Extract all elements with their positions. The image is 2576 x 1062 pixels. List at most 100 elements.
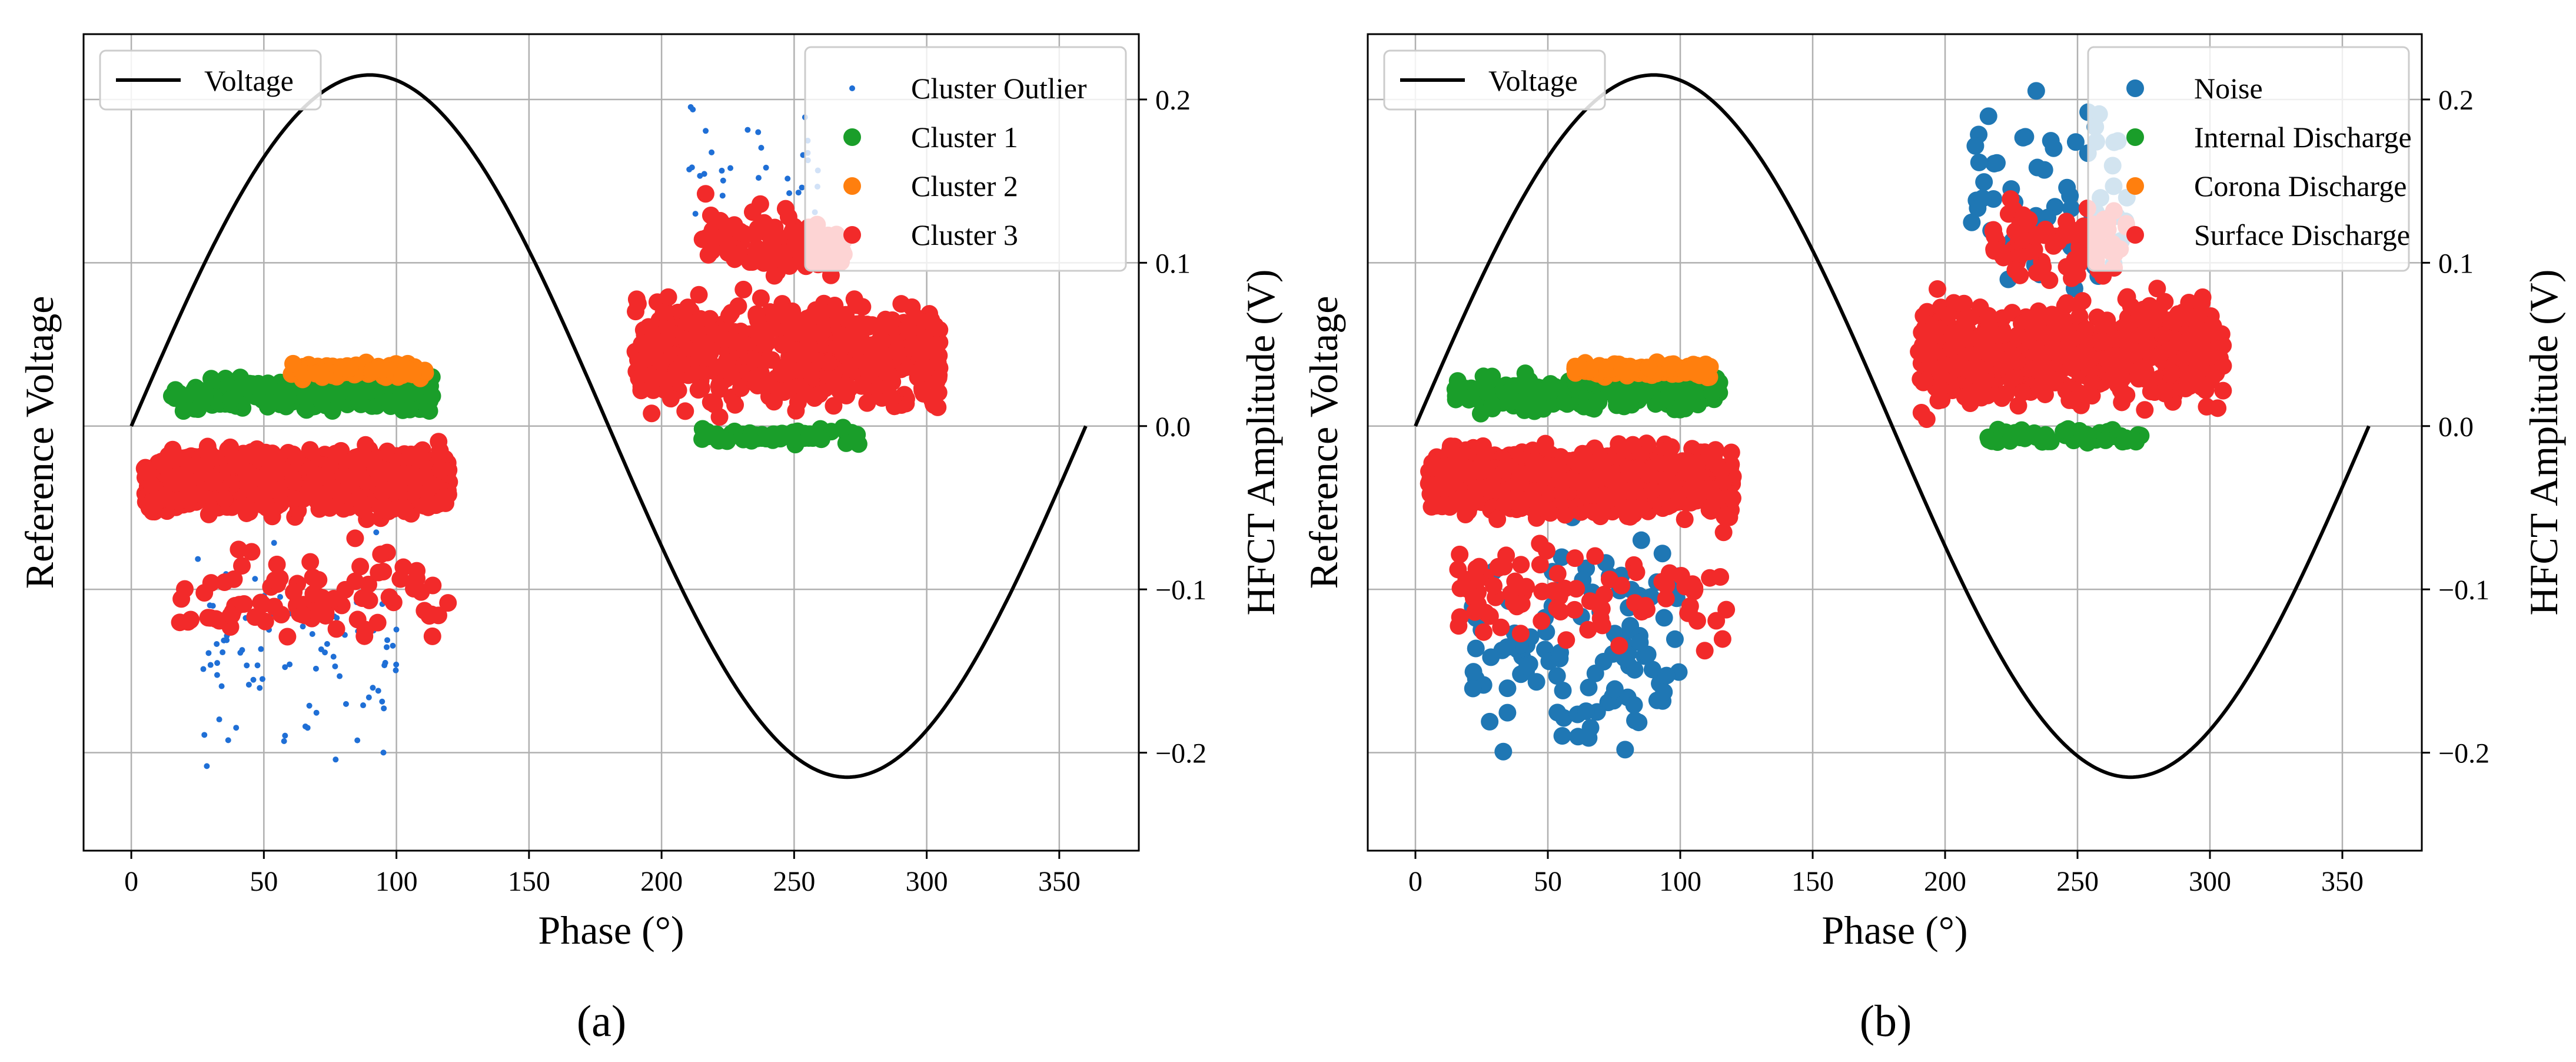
legend-marker-noise — [2126, 79, 2144, 97]
data-point — [418, 495, 437, 513]
data-point — [691, 310, 709, 328]
data-point — [2025, 241, 2043, 259]
data-point — [1626, 711, 1644, 729]
data-point — [1600, 570, 1618, 589]
data-point — [769, 227, 787, 245]
data-point — [1517, 491, 1535, 509]
data-point — [1970, 153, 1988, 171]
data-point — [266, 571, 284, 589]
data-point — [2193, 378, 2211, 396]
data-point — [1921, 356, 1939, 374]
data-point — [703, 128, 709, 134]
data-point — [786, 190, 793, 197]
legend-label-voltage: Voltage — [1488, 64, 1578, 97]
data-point — [755, 129, 762, 135]
data-point — [1624, 436, 1642, 454]
data-point — [729, 297, 747, 316]
data-point — [783, 302, 802, 320]
data-point — [310, 570, 328, 589]
x-tick-label: 350 — [2321, 866, 2364, 897]
data-point — [1610, 435, 1628, 453]
data-point — [205, 650, 212, 656]
data-point — [1511, 625, 1530, 643]
data-point — [752, 289, 770, 307]
data-point — [324, 640, 330, 647]
data-point — [304, 725, 311, 731]
data-point — [2036, 385, 2054, 403]
data-point — [242, 543, 261, 561]
data-point — [1912, 404, 1930, 422]
data-point — [799, 321, 817, 339]
data-point — [403, 449, 421, 467]
legend-box — [99, 49, 322, 111]
data-point — [330, 653, 337, 660]
data-point — [928, 336, 946, 354]
data-point — [1632, 531, 1650, 549]
data-point — [785, 175, 791, 182]
data-point — [1697, 355, 1715, 373]
data-point — [690, 107, 696, 113]
data-point — [351, 557, 370, 576]
data-point — [353, 589, 371, 608]
data-point — [836, 376, 855, 394]
data-point — [1942, 340, 1960, 358]
data-point — [1591, 598, 1609, 616]
data-point — [191, 485, 210, 503]
data-point — [2153, 326, 2172, 344]
data-point — [325, 589, 343, 608]
data-point — [323, 401, 341, 420]
data-point — [2072, 350, 2090, 368]
data-point — [1579, 479, 1597, 497]
data-point — [2096, 431, 2115, 449]
data-point — [1623, 460, 1641, 479]
data-point — [210, 603, 216, 609]
data-point — [860, 363, 878, 381]
data-point — [372, 545, 390, 563]
data-point — [324, 479, 343, 497]
series-surface-discharge — [1420, 190, 2232, 660]
data-point — [239, 463, 257, 482]
data-point — [230, 379, 248, 397]
data-point — [278, 628, 297, 646]
data-point — [744, 351, 763, 369]
data-point — [1606, 680, 1624, 698]
data-point — [254, 662, 261, 669]
data-point — [1488, 510, 1507, 528]
data-point — [1548, 667, 1566, 685]
data-point — [1517, 578, 1535, 596]
data-point — [337, 673, 343, 679]
data-point — [1449, 560, 1467, 579]
data-point — [1582, 399, 1600, 417]
data-point — [1435, 480, 1454, 498]
data-point — [1494, 742, 1513, 761]
data-point — [1567, 580, 1586, 598]
data-point — [1473, 454, 1491, 473]
data-point — [1557, 631, 1575, 649]
data-point — [2050, 347, 2069, 366]
data-point — [384, 644, 390, 651]
data-point — [1525, 464, 1543, 483]
data-point — [2142, 383, 2160, 401]
data-point — [1548, 599, 1566, 618]
data-point — [719, 193, 726, 199]
data-point — [281, 738, 287, 745]
data-point — [870, 331, 889, 350]
data-point — [1484, 577, 1503, 595]
data-point — [327, 620, 345, 638]
legend-marker-corona-discharge — [2126, 177, 2144, 195]
data-point — [2001, 432, 2019, 450]
data-point — [1939, 306, 1957, 324]
data-point — [2045, 139, 2063, 157]
data-point — [727, 165, 734, 171]
data-point — [366, 460, 384, 478]
data-point — [2176, 380, 2195, 398]
y-axis-label-right: HFCT Amplitude (V) — [1238, 269, 1283, 615]
data-point — [1481, 712, 1499, 731]
data-point — [869, 350, 888, 369]
data-point — [751, 195, 769, 213]
data-point — [1586, 547, 1604, 565]
data-point — [287, 661, 293, 668]
data-point — [1963, 213, 1981, 231]
data-point — [207, 610, 225, 628]
